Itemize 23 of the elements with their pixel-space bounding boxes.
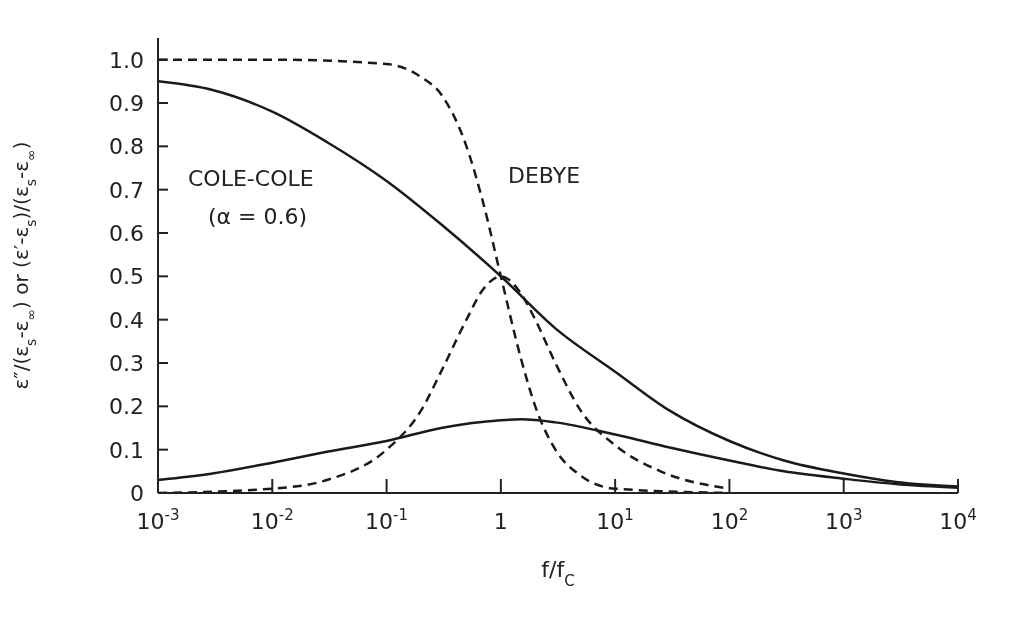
x-tick-label: 10$^{2}$ xyxy=(710,506,749,534)
x-tick-label: 10$^{-1}$ xyxy=(365,506,409,534)
y-tick-label: 0.3 xyxy=(109,351,144,376)
y-tick-label: 0.7 xyxy=(109,177,144,203)
y-tick-label: 0.8 xyxy=(109,134,144,160)
y-tick-label: 0.5 xyxy=(109,264,144,290)
x-tick-label: 10$^{-2}$ xyxy=(250,506,294,534)
y-tick-label: 0.6 xyxy=(109,221,144,246)
x-tick-label: 1 xyxy=(493,509,508,534)
x-axis-title: f/f$_{C}$ xyxy=(541,557,575,590)
y-tick-label: 1.0 xyxy=(109,47,144,73)
y-tick-label: 0.2 xyxy=(109,394,144,420)
x-tick-label: 10$^{3}$ xyxy=(824,506,863,534)
annotation: DEBYE xyxy=(508,163,581,188)
y-tick-label: 0.4 xyxy=(109,307,144,333)
y-tick-label: 0.1 xyxy=(109,437,144,463)
annotation: COLE-COLE xyxy=(188,166,314,191)
y-tick-label: 0 xyxy=(130,481,144,506)
annotation: (α = 0.6) xyxy=(208,204,308,229)
x-tick-label: 10$^{1}$ xyxy=(596,506,634,534)
x-tick-label: 10$^{-3}$ xyxy=(136,506,180,534)
y-tick-label: 0.9 xyxy=(109,91,144,116)
x-tick-label: 10$^{4}$ xyxy=(939,506,977,534)
